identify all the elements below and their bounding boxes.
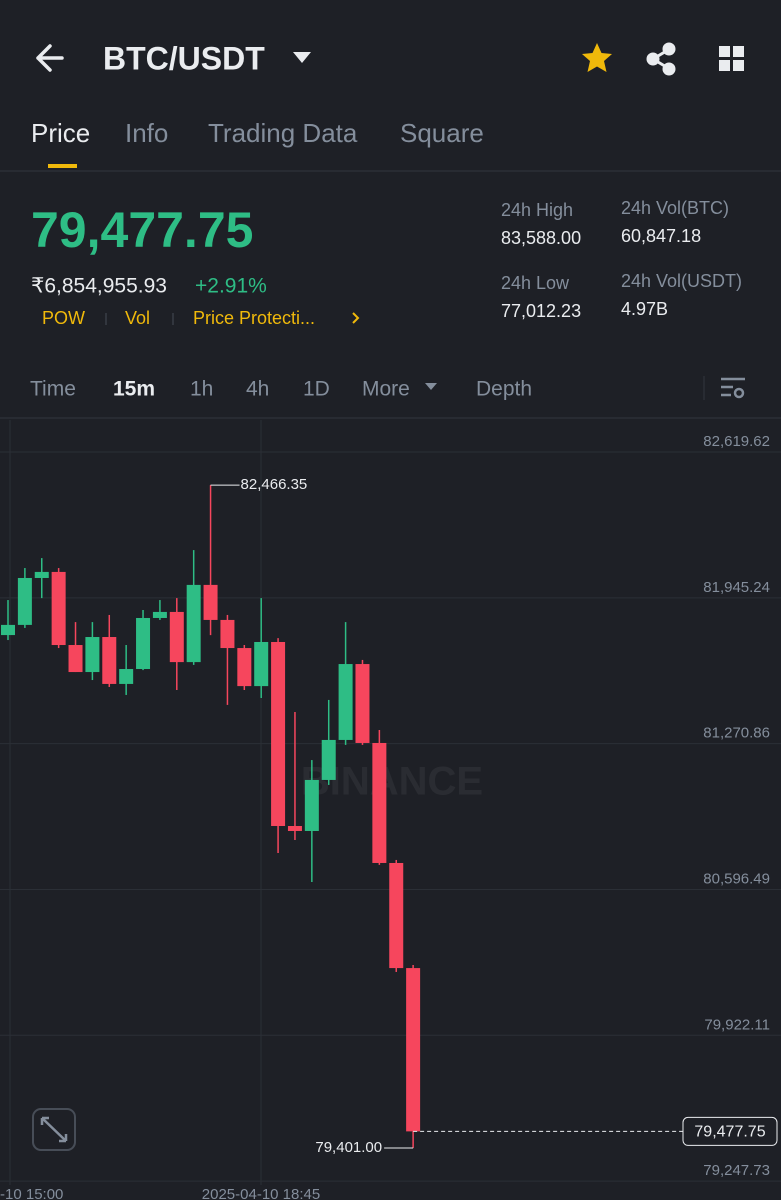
candle-body: [389, 862, 404, 969]
x-tick-label: -10 15:00: [0, 1186, 63, 1200]
candle-body: [254, 641, 269, 687]
x-tick-label: 2025-04-10 18:45: [202, 1186, 320, 1200]
tab[interactable]: Info: [125, 118, 168, 148]
local-price: ₹6,854,955.93: [31, 275, 167, 298]
last-price: 79,477.75: [31, 202, 253, 258]
layout-button[interactable]: [719, 46, 744, 71]
pair-dropdown[interactable]: [293, 52, 311, 63]
candle-body: [34, 571, 49, 578]
stat-label: 24h Vol(BTC): [621, 198, 729, 218]
favorite-star[interactable]: [582, 43, 612, 72]
candle-body: [17, 577, 32, 625]
tag-more[interactable]: [352, 312, 360, 324]
stat-value: 4.97B: [621, 299, 668, 319]
candle-body: [372, 742, 387, 863]
pair-title[interactable]: BTC/USDT: [103, 40, 265, 76]
chart-settings[interactable]: [721, 377, 745, 399]
last-price-label: 79,477.75: [694, 1124, 765, 1141]
tab[interactable]: Price: [31, 118, 90, 148]
tag[interactable]: Vol: [125, 308, 150, 328]
y-tick-label: 81,945.24: [703, 579, 770, 596]
interval[interactable]: Depth: [476, 378, 532, 401]
candle-body: [1, 624, 15, 636]
candle-body: [119, 669, 134, 684]
tag[interactable]: Price Protecti...: [193, 308, 315, 328]
fullscreen-button[interactable]: [32, 1108, 76, 1151]
candle-body: [321, 739, 336, 780]
high-label: 82,466.35: [241, 476, 308, 493]
candle-body: [68, 645, 83, 673]
stat-value: 77,012.23: [501, 301, 581, 321]
y-tick-label: 81,270.86: [703, 725, 770, 742]
chart: BINANCE82,619.6281,945.2481,270.8680,596…: [0, 420, 781, 1200]
y-tick-label: 80,596.49: [703, 870, 770, 887]
tab-indicator: [48, 164, 77, 168]
interval[interactable]: More: [362, 378, 410, 401]
tag[interactable]: POW: [42, 308, 85, 328]
stat-label: 24h Low: [501, 273, 570, 293]
candle-body: [152, 611, 167, 618]
candle-body: [304, 779, 319, 831]
candle-body: [338, 664, 353, 740]
y-tick-label: 79,922.11: [704, 1016, 770, 1033]
candle-body: [203, 584, 218, 620]
interval[interactable]: 15m: [113, 378, 155, 401]
interval[interactable]: Time: [30, 378, 76, 401]
candle-body: [186, 584, 201, 663]
candle-body: [271, 641, 286, 827]
stat-label: 24h Vol(USDT): [621, 271, 742, 291]
tab[interactable]: Square: [400, 118, 484, 148]
stat-value: 60,847.18: [621, 226, 701, 246]
candle-body: [136, 617, 151, 670]
candle-body: [287, 826, 302, 831]
price-change: +2.91%: [195, 275, 267, 298]
candle-body: [237, 648, 252, 687]
y-tick-label: 82,619.62: [703, 433, 770, 450]
tab[interactable]: Trading Data: [208, 118, 358, 148]
stat-value: 83,588.00: [501, 228, 581, 248]
candle-body: [51, 571, 66, 646]
candle-body: [102, 637, 117, 684]
interval[interactable]: 1h: [190, 378, 213, 401]
candle-body: [220, 619, 235, 649]
candle-body: [85, 637, 100, 673]
y-tick-label: 79,247.73: [703, 1162, 770, 1179]
back-button[interactable]: [36, 44, 64, 72]
interval[interactable]: 1D: [303, 378, 330, 401]
candle-body: [406, 968, 421, 1132]
last-price-box: [682, 1116, 778, 1146]
share-button[interactable]: [646, 42, 676, 76]
candle-body: [169, 611, 184, 663]
more-dropdown[interactable]: [425, 383, 437, 390]
low-label: 79,401.00: [315, 1139, 382, 1156]
stat-label: 24h High: [501, 200, 573, 220]
interval[interactable]: 4h: [246, 378, 269, 401]
candle-body: [355, 664, 370, 743]
